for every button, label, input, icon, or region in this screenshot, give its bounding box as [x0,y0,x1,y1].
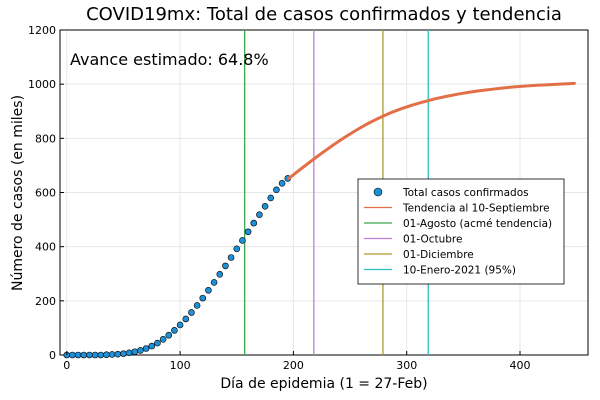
data-point [199,294,207,302]
data-point [171,327,178,334]
data-point [244,228,252,236]
legend-label: 01-Diciembre [403,249,474,261]
trend-series [287,81,576,180]
x-axis-title: Día de epidemia (1 = 27-Feb) [220,376,427,392]
data-point [193,302,201,309]
data-point [182,315,190,323]
data-point [267,194,275,202]
legend-box [357,178,565,285]
scatter-series [63,175,292,359]
data-point [210,279,218,286]
x-tick-label: 300 [396,359,417,372]
data-point [205,286,212,294]
trend-line [287,81,576,180]
data-point [148,342,156,350]
y-tick-label: 800 [35,132,56,145]
data-point [142,345,150,352]
y-tick-label: 400 [35,241,56,254]
data-point [233,245,241,253]
ticks: 0 100 200 300 400 0 200 400 600 800 1000 1200 [28,24,531,372]
data-point [80,351,88,359]
data-point [69,351,76,359]
progress-annotation: Avance estimado: 64.8% [70,50,269,69]
legend-marker [373,187,383,197]
data-point [159,335,167,343]
y-tick-label: 1000 [28,78,56,91]
data-point [227,254,235,261]
data-point [97,351,105,359]
data-point [154,339,161,347]
legend-label: Total casos confirmados [402,187,529,199]
data-point [256,211,263,219]
y-tick-label: 1200 [28,24,56,37]
x-tick-label: 100 [170,359,191,372]
y-tick-label: 200 [35,295,56,308]
legend-label: 01-Agosto (acmé tendencia) [403,218,552,230]
x-tick-label: 0 [63,359,70,372]
y-tick-label: 600 [35,187,56,200]
data-point [103,351,110,359]
legend-label: 01-Octubre [403,234,462,246]
y-axis-title: Número de casos (en miles) [10,95,26,291]
data-point [131,348,139,356]
data-point [108,351,116,358]
data-point [222,262,229,270]
data-point [114,350,122,358]
data-point [250,219,258,227]
data-point [273,186,280,194]
data-point [125,349,133,357]
data-point [176,321,184,329]
x-tick-label: 200 [283,359,304,372]
legend-label: 10-Enero-2021 (95%) [403,265,516,277]
data-point [188,309,195,316]
legend-label: Tendencia al 10-Septiembre [402,203,550,215]
y-tick-label: 0 [49,349,56,362]
data-point [86,351,93,359]
data-point [74,351,82,359]
data-point [165,331,173,339]
data-point [278,179,286,187]
data-point [261,203,269,210]
legend: Total casos confirmados Tendencia al 10-S… [357,178,565,285]
x-tick-label: 400 [510,359,531,372]
data-point [239,237,246,244]
data-point [137,347,144,354]
data-point [91,351,99,359]
data-point [120,350,127,357]
chart-title: COVID19mx: Total de casos confirmados y … [86,4,562,25]
data-point [216,270,224,278]
